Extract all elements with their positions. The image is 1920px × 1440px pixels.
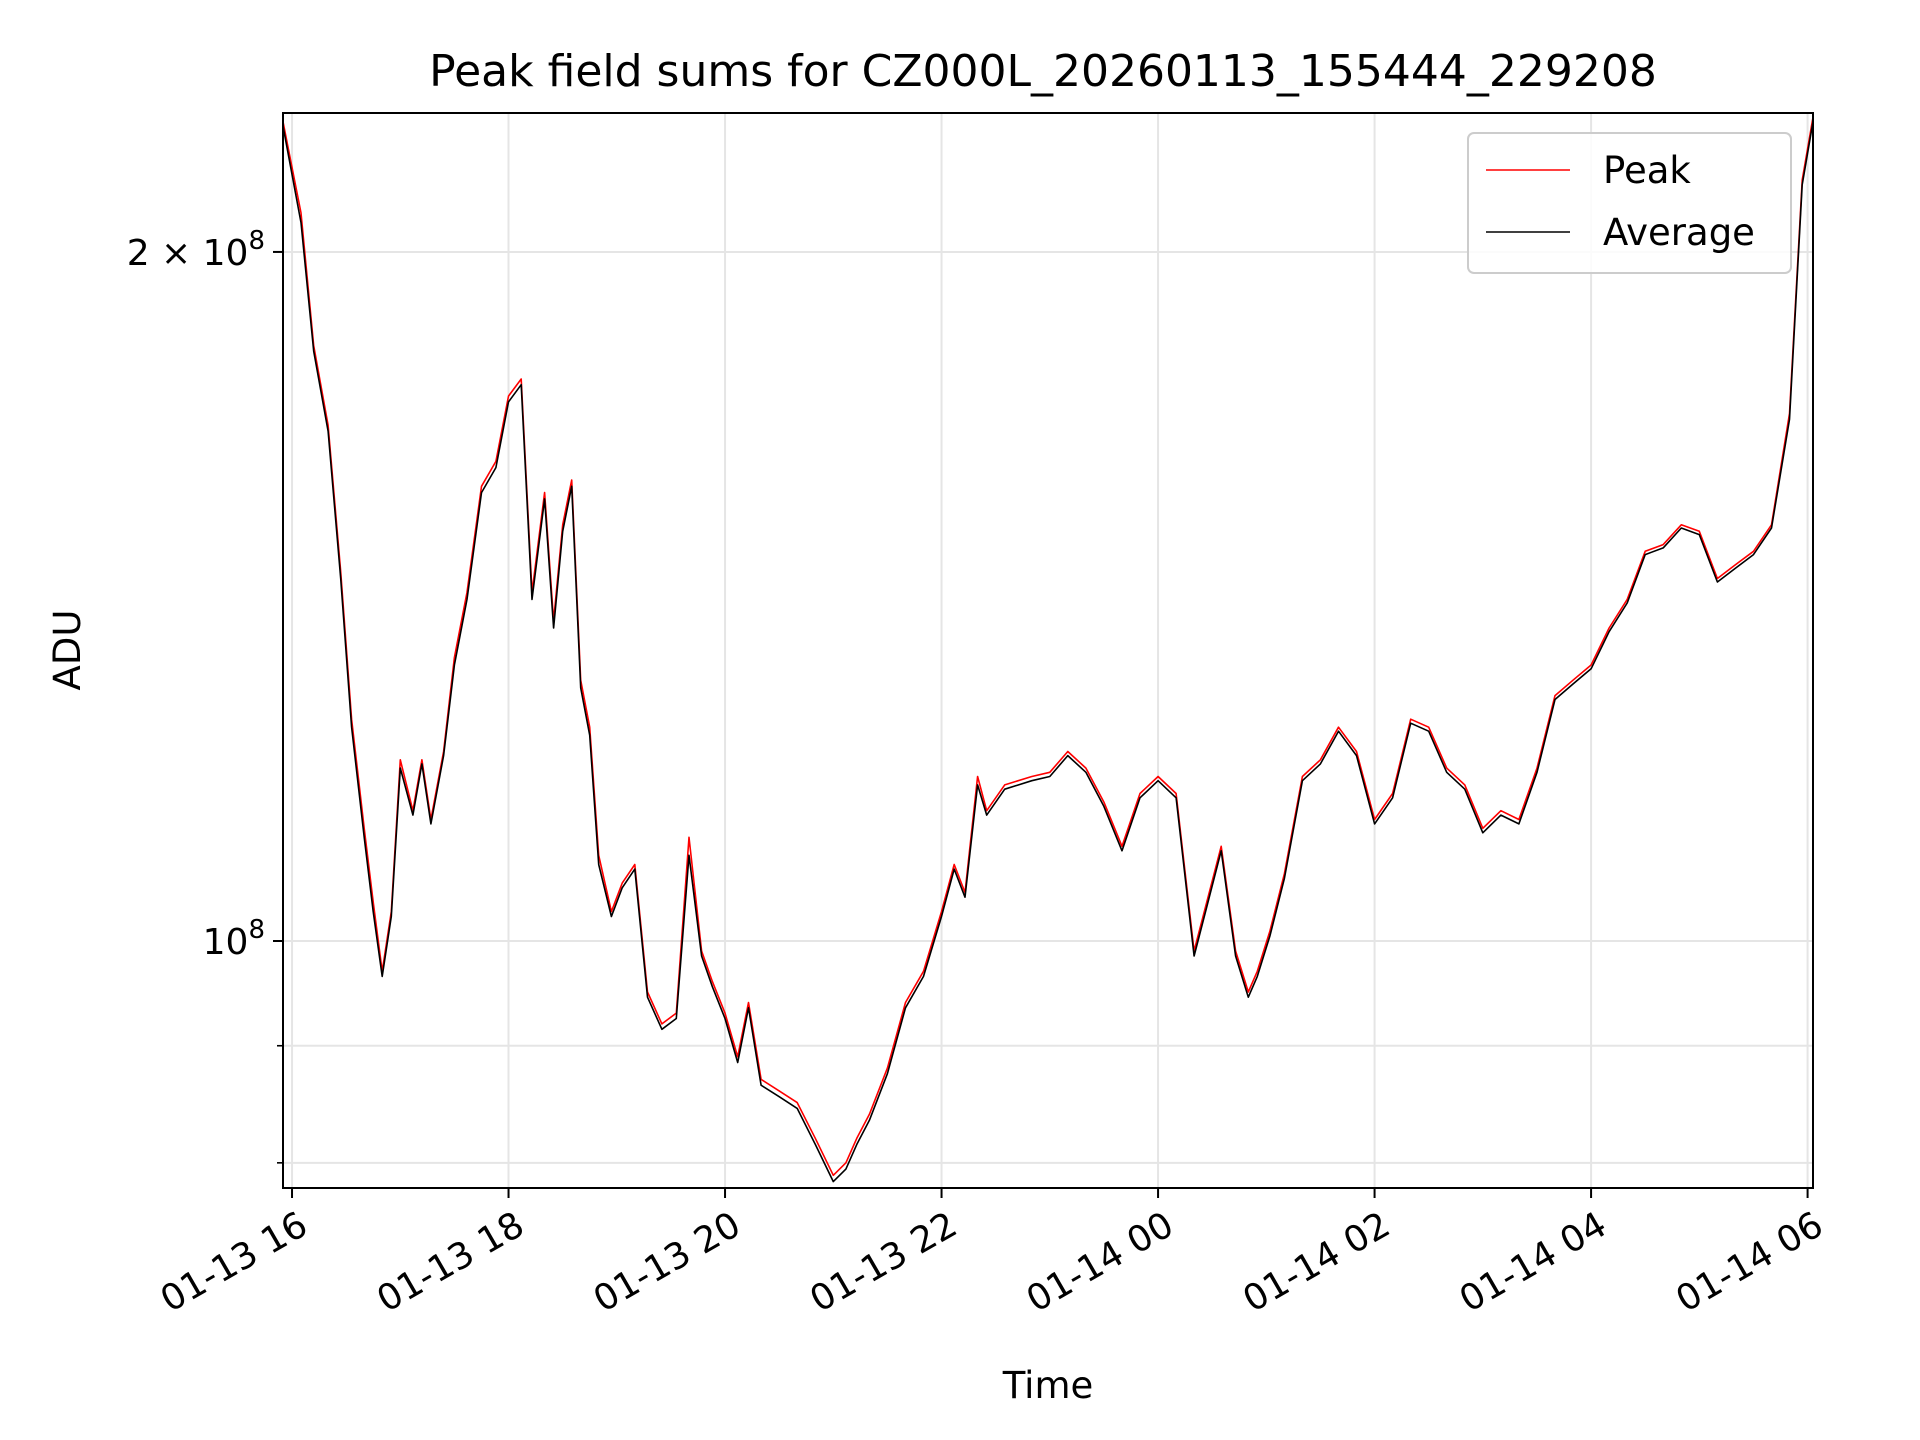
- legend: Peak Average: [1467, 132, 1792, 274]
- legend-label-peak: Peak: [1603, 149, 1691, 192]
- y-tick-label: 108: [203, 915, 265, 963]
- series-layer: [282, 117, 1814, 1183]
- y-axis-label: ADU: [46, 610, 89, 691]
- y-axis: 2 × 108 108: [127, 226, 283, 1164]
- y-tick-label: 2 × 108: [127, 226, 265, 274]
- plot-frame: [282, 112, 1814, 1189]
- series-line-peak: [282, 117, 1814, 1177]
- legend-box: [1467, 132, 1792, 274]
- legend-label-average: Average: [1603, 211, 1755, 254]
- x-axis-label: Time: [1002, 1364, 1094, 1407]
- series-line-average: [282, 121, 1814, 1183]
- chart-title: Peak field sums for CZ000L_20260113_1554…: [429, 46, 1657, 97]
- grid-lines: [283, 113, 1813, 1188]
